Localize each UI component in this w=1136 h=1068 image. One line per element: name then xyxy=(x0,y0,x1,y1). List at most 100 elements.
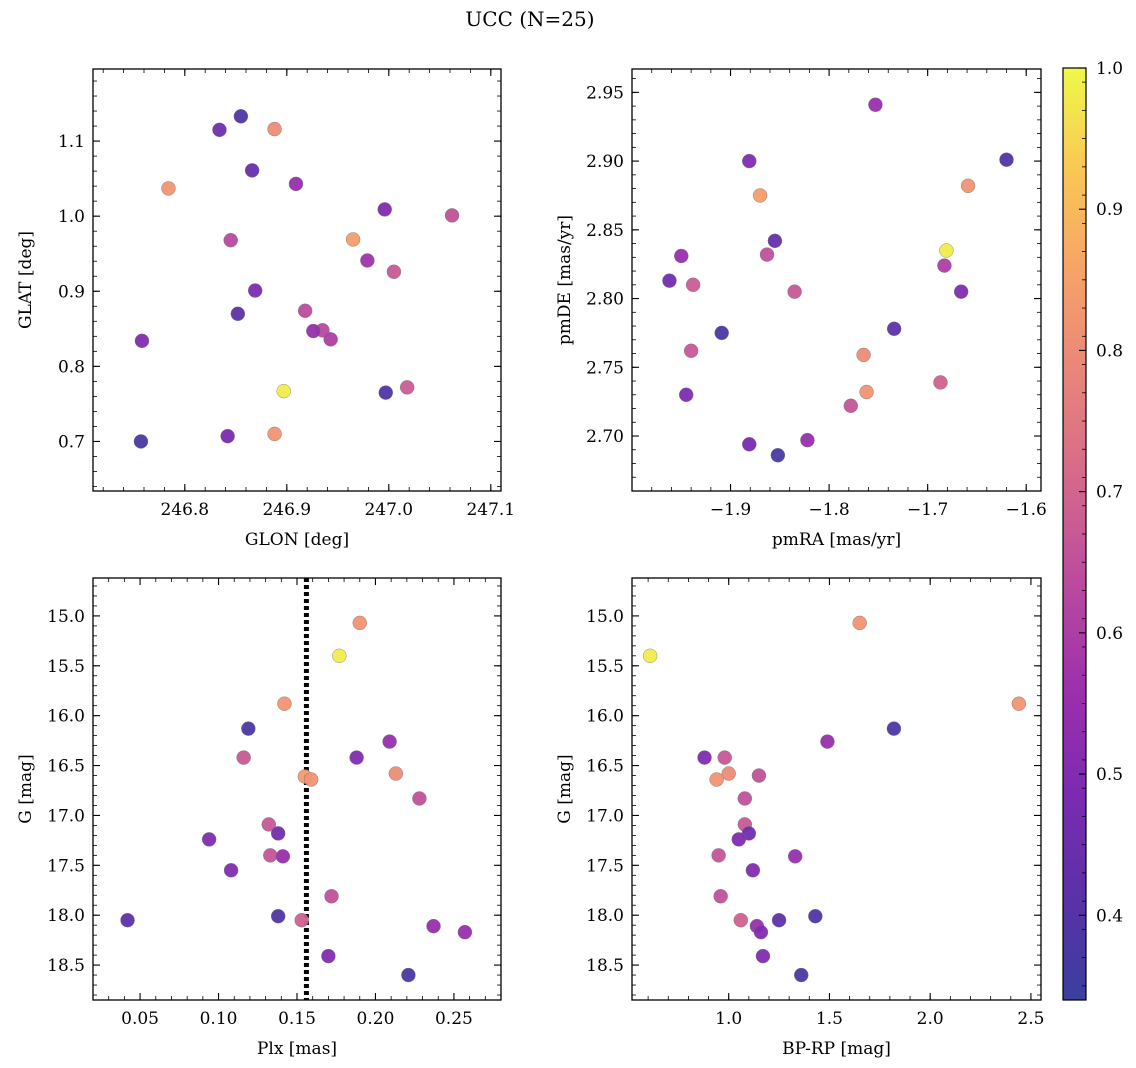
data-point xyxy=(999,152,1014,167)
data-point xyxy=(324,889,339,904)
data-point xyxy=(859,384,874,400)
y-tick-label: 2.90 xyxy=(586,152,624,172)
colorbar-tick-label: 0.6 xyxy=(1096,624,1123,644)
y-tick-label: 2.75 xyxy=(586,358,624,378)
y-tick-label: 17.5 xyxy=(47,856,85,876)
data-point xyxy=(401,967,416,983)
data-point xyxy=(426,918,441,934)
data-point xyxy=(134,333,150,349)
figure-title: UCC (N=25) xyxy=(465,7,594,31)
data-point xyxy=(332,648,347,664)
plot-bprp-gmag: 1.0 1.5 2.0 2.5 15.0 15.5 16.0 16.5 17.0 17.5 18.0… xyxy=(555,577,1044,1059)
data-point xyxy=(731,832,746,847)
data-point xyxy=(886,321,902,336)
data-point xyxy=(808,908,823,924)
data-point xyxy=(697,750,712,765)
data-point xyxy=(856,347,871,363)
data-point xyxy=(787,284,802,299)
plot-plx-gmag: 0.05 0.10 0.15 0.20 0.25 15.0 15.5 16.0 16.5 17.0… xyxy=(16,577,502,1059)
data-point xyxy=(244,163,260,178)
data-point xyxy=(721,766,736,781)
data-point xyxy=(733,912,748,928)
data-point xyxy=(378,385,393,400)
y-tick-label: 2.70 xyxy=(586,427,624,447)
x-tick-label: 0.25 xyxy=(435,1009,473,1029)
data-point xyxy=(241,721,256,736)
y-tick-label: 15.0 xyxy=(586,607,624,627)
data-point xyxy=(937,258,952,273)
data-point xyxy=(306,323,321,339)
x-axis-label: pmRA [mas/yr] xyxy=(772,530,901,550)
colorbar-tick-label: 0.4 xyxy=(1096,906,1123,926)
x-axis-label: BP-RP [mag] xyxy=(782,1039,891,1059)
data-point xyxy=(212,122,227,138)
y-tick-label: 15.5 xyxy=(586,657,624,677)
data-point xyxy=(868,97,883,112)
y-tick-label: 17.0 xyxy=(586,806,624,826)
data-point xyxy=(683,343,699,358)
data-point xyxy=(820,734,835,749)
data-point xyxy=(642,648,658,664)
x-tick-label: 2.0 xyxy=(917,1009,944,1029)
x-tick-label: 0.20 xyxy=(357,1009,395,1029)
x-tick-label: −1.9 xyxy=(710,500,751,520)
data-point xyxy=(323,332,338,347)
axis-ticks xyxy=(93,69,501,491)
data-point xyxy=(321,948,336,964)
data-point xyxy=(161,181,176,196)
data-point xyxy=(770,448,786,463)
data-point xyxy=(714,325,729,341)
data-point xyxy=(755,948,771,964)
data-point xyxy=(377,202,392,217)
data-point xyxy=(261,817,276,832)
data-point xyxy=(794,967,809,983)
y-tick-label: 2.80 xyxy=(586,290,624,310)
data-point xyxy=(685,277,701,293)
y-tick-label: 2.95 xyxy=(586,83,624,103)
x-tick-label: 0.10 xyxy=(200,1009,238,1029)
y-tick-label: 18.5 xyxy=(586,956,624,976)
data-point xyxy=(386,264,402,279)
data-point xyxy=(230,306,246,321)
x-tick-label: −1.8 xyxy=(808,500,849,520)
data-point xyxy=(674,248,689,264)
x-tick-label: 2.5 xyxy=(1017,1009,1044,1029)
data-point xyxy=(267,121,282,137)
y-tick-label: 17.5 xyxy=(586,856,624,876)
data-point xyxy=(960,178,976,194)
data-point xyxy=(220,428,235,444)
y-tick-label: 15.5 xyxy=(47,657,85,677)
y-tick-label: 17.0 xyxy=(47,806,85,826)
axis-ticks xyxy=(632,578,1041,1000)
data-point xyxy=(711,848,726,863)
y-tick-label: 2.85 xyxy=(586,221,624,241)
data-point xyxy=(275,849,291,864)
plot-frame xyxy=(631,68,1042,492)
data-point xyxy=(247,283,263,298)
x-tick-label: 247.1 xyxy=(466,500,515,520)
data-point xyxy=(270,908,286,924)
colorbar: 0.4 0.5 0.6 0.7 0.8 0.9 1.0 xyxy=(1062,59,1123,1001)
x-axis-label: GLON [deg] xyxy=(245,530,349,550)
axis-ticks xyxy=(92,578,502,1000)
x-tick-label: 246.9 xyxy=(262,500,311,520)
data-point xyxy=(382,734,397,749)
x-tick-label: −1.7 xyxy=(907,500,948,520)
data-point xyxy=(679,387,694,402)
data-point xyxy=(263,848,278,863)
y-tick-label: 18.5 xyxy=(47,956,85,976)
data-point xyxy=(412,791,427,806)
data-point xyxy=(457,924,473,940)
y-axis-label: pmDE [mas/yr] xyxy=(555,215,575,345)
y-tick-label: 16.0 xyxy=(586,707,624,727)
colorbar-tick-label: 0.8 xyxy=(1096,341,1123,361)
data-point xyxy=(352,615,367,631)
data-point xyxy=(742,153,757,169)
plot-frame xyxy=(92,577,502,1001)
data-point xyxy=(751,768,767,783)
colorbar-tick-label: 0.9 xyxy=(1096,200,1123,220)
plot-frame xyxy=(631,577,1042,1001)
y-tick-label: 0.7 xyxy=(58,432,85,452)
x-tick-label: 1.0 xyxy=(715,1009,742,1029)
data-point xyxy=(843,398,858,413)
